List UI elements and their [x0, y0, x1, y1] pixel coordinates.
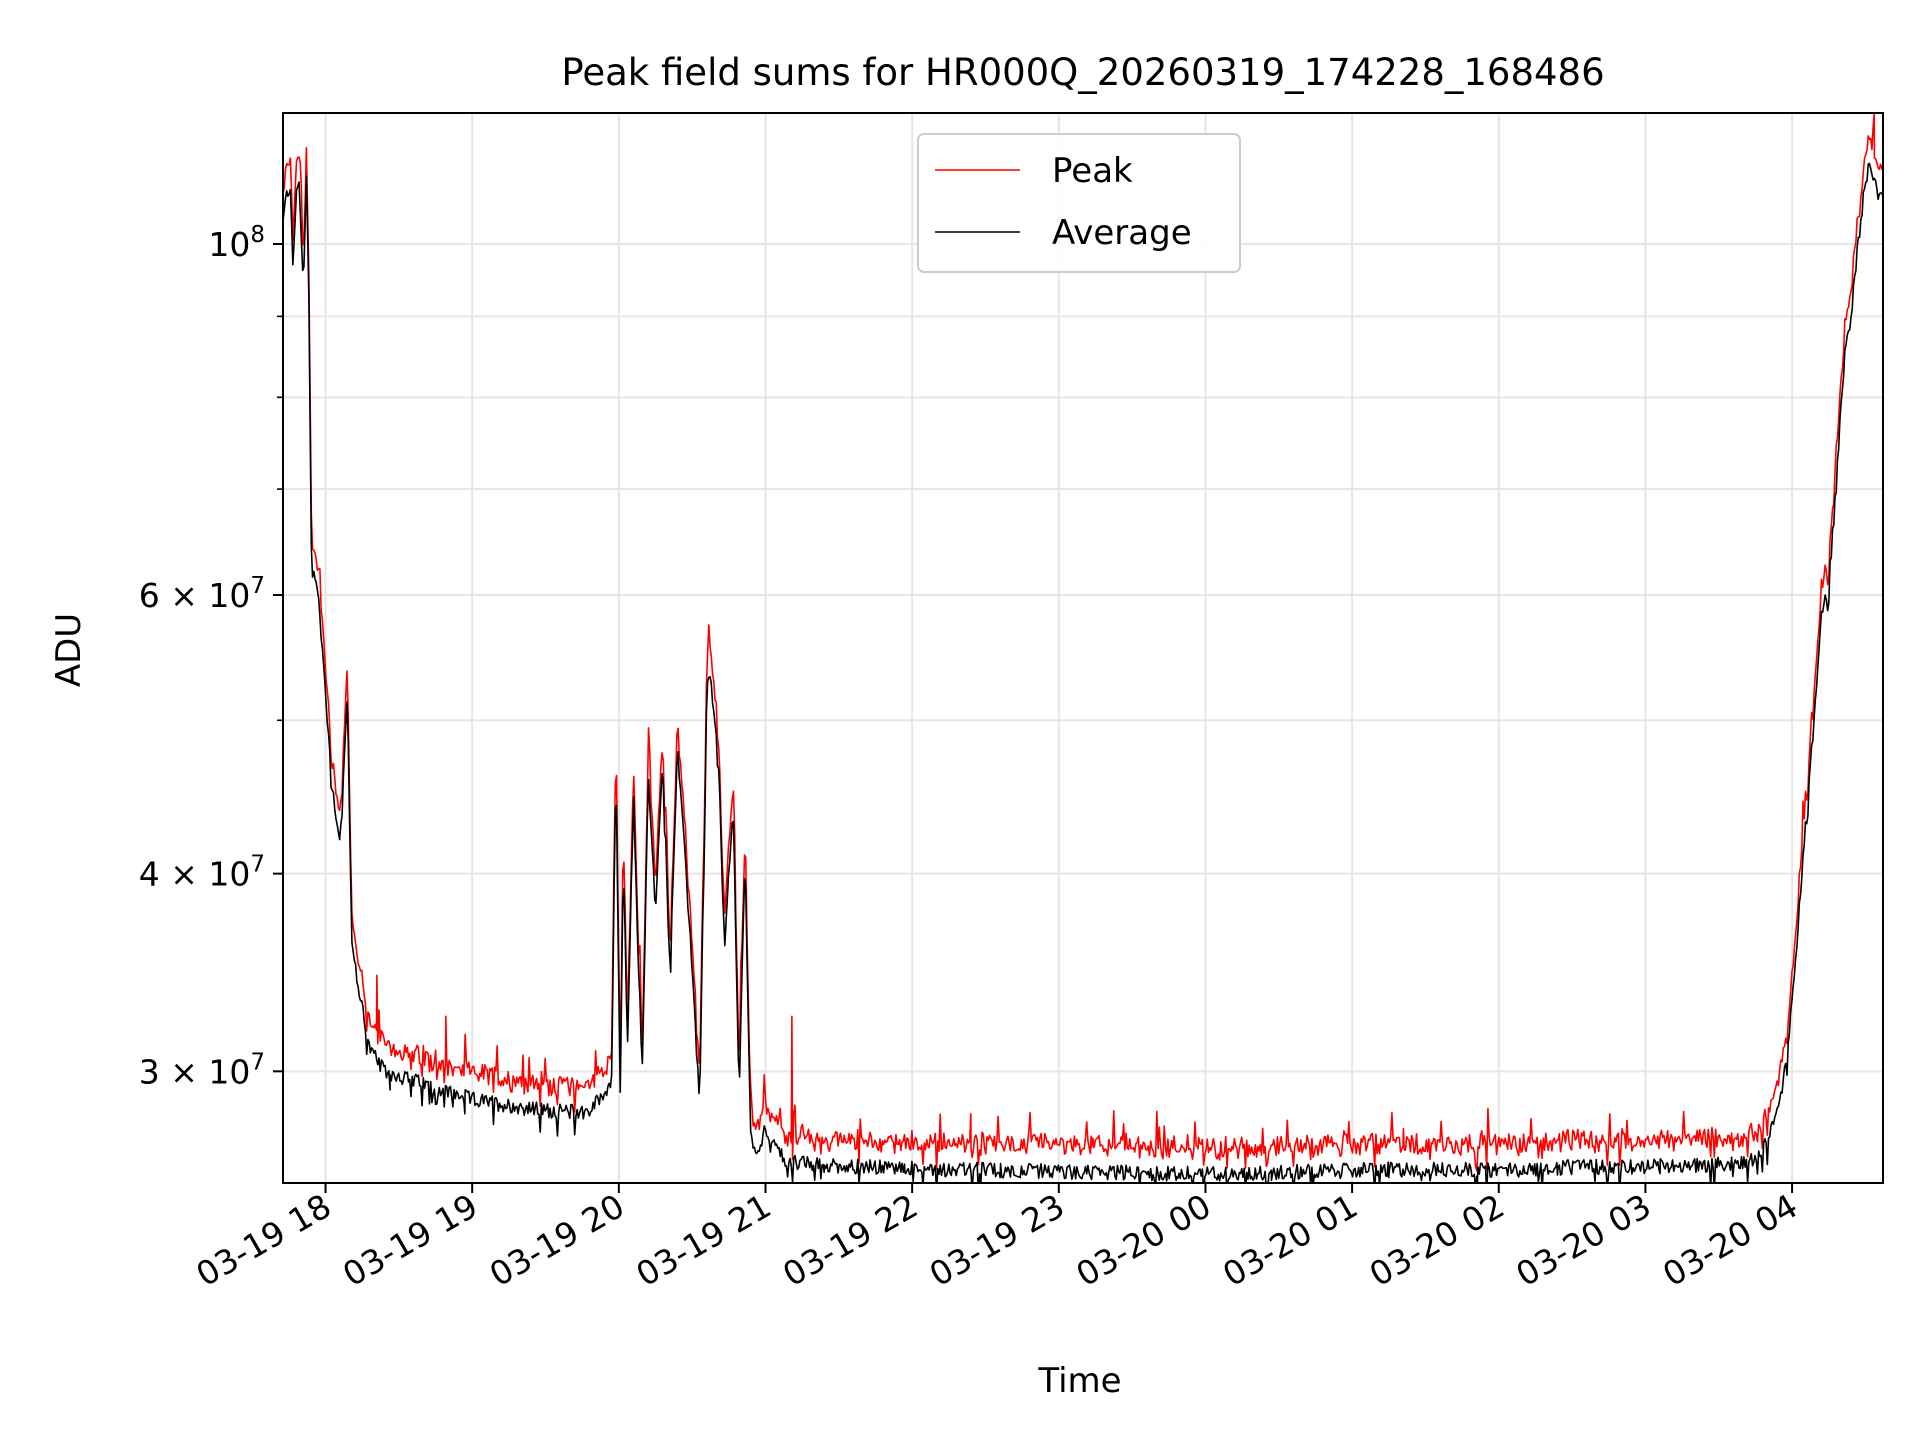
y-tick-label-base: 10 [208, 225, 250, 264]
legend-box [917, 133, 1241, 273]
axes-frame [282, 112, 1884, 1184]
y-tick-label-exponent: 7 [250, 1049, 265, 1075]
y-tick-label-prefix: 6 × [139, 576, 209, 615]
legend-label-average: Average [1052, 213, 1192, 253]
legend-label-peak: Peak [1052, 151, 1133, 191]
y-axis-label: ADU [49, 613, 89, 687]
y-tick-label-prefix: 4 × [139, 855, 209, 894]
y-tick-label-prefix: 3 × [139, 1052, 209, 1091]
y-tick-label-base: 10 [208, 855, 250, 894]
series-line-peak [283, 113, 1883, 1172]
legend: Peak Average [917, 133, 1241, 273]
y-tick-label-exponent: 8 [250, 222, 265, 248]
y-tick-label-base: 10 [208, 1052, 250, 1091]
y-tick-label-exponent: 7 [250, 573, 265, 599]
y-tick-label: 3 × 107 [139, 1049, 265, 1091]
y-tick-label: 4 × 107 [139, 852, 265, 894]
series-line-average [283, 162, 1883, 1183]
y-tick-label-exponent: 7 [250, 852, 265, 878]
y-tick-label: 108 [208, 222, 265, 264]
plot-area [283, 113, 1883, 1183]
chart-title: Peak field sums for HR000Q_20260319_1742… [561, 51, 1604, 94]
y-tick-label: 6 × 107 [139, 573, 265, 615]
y-tick-label-base: 10 [208, 576, 250, 615]
x-axis-label: Time [1037, 1361, 1121, 1401]
